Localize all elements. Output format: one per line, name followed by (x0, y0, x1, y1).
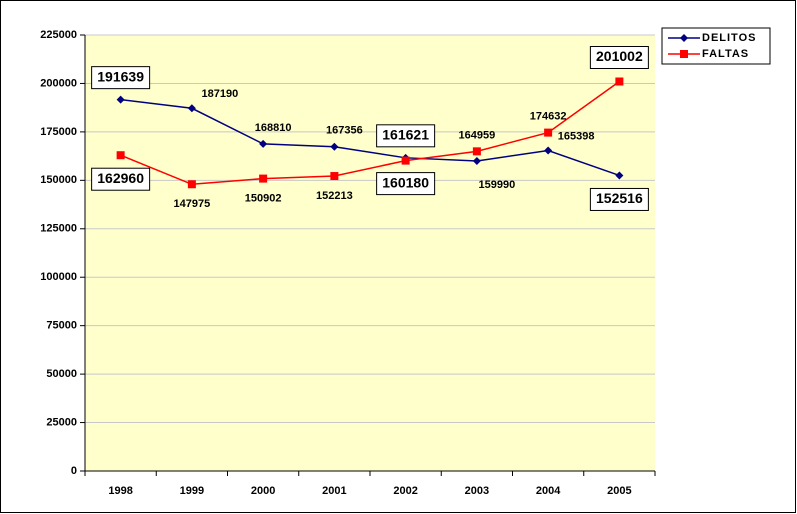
x-tick-label: 1998 (108, 485, 132, 497)
data-label: 152516 (596, 190, 643, 206)
x-tick-label: 2005 (607, 485, 631, 497)
data-label: 161621 (382, 127, 429, 143)
y-tick-label: 50000 (46, 368, 77, 380)
y-tick-label: 150000 (40, 174, 77, 186)
y-tick-label: 225000 (40, 29, 77, 41)
data-label: 160180 (382, 174, 429, 190)
data-label: 201002 (596, 48, 643, 64)
label-box (589, 46, 649, 70)
data-label: 152213 (316, 190, 353, 202)
marker (615, 77, 624, 86)
y-tick-label: 125000 (40, 223, 77, 235)
label-box (376, 172, 436, 196)
legend-marker (680, 34, 688, 42)
x-tick-label: 2002 (393, 485, 417, 497)
marker (259, 139, 268, 148)
marker (116, 95, 125, 104)
plot-area (85, 35, 655, 471)
y-tick-label: 175000 (40, 126, 77, 138)
marker (116, 151, 125, 160)
x-tick-label: 2000 (251, 485, 275, 497)
x-tick-label: 1999 (180, 485, 204, 497)
data-label: 159990 (479, 179, 516, 191)
x-tick-label: 2003 (465, 485, 489, 497)
marker (187, 104, 196, 113)
y-tick-label: 100000 (40, 271, 77, 283)
data-label: 147975 (174, 198, 211, 210)
label-box (91, 66, 151, 90)
marker (544, 128, 553, 137)
data-label: 191639 (97, 68, 144, 84)
marker (472, 156, 481, 165)
marker (544, 146, 553, 155)
label-box (91, 167, 151, 191)
marker (259, 174, 268, 183)
marker (615, 171, 624, 180)
data-label: 187190 (202, 88, 239, 100)
legend-label: FALTAS (702, 48, 749, 60)
data-label: 168810 (255, 122, 292, 134)
y-tick-label: 25000 (46, 416, 77, 428)
data-label: 165398 (558, 130, 595, 142)
label-box (589, 187, 649, 211)
data-label: 174632 (530, 111, 567, 123)
series-line (120, 98, 620, 177)
series-line (120, 80, 620, 186)
data-label: 167356 (326, 125, 363, 137)
marker (330, 142, 339, 151)
data-label: 150902 (245, 192, 282, 204)
legend-marker (680, 50, 688, 58)
marker (472, 147, 481, 156)
marker (330, 172, 339, 181)
y-tick-label: 0 (71, 465, 77, 477)
marker (187, 180, 196, 189)
x-tick-label: 2001 (322, 485, 346, 497)
marker (401, 156, 410, 165)
y-tick-label: 75000 (46, 320, 77, 332)
data-label: 162960 (97, 170, 144, 186)
y-tick-label: 200000 (40, 77, 77, 89)
label-box (376, 124, 436, 148)
x-tick-label: 2004 (536, 485, 561, 497)
data-label: 164959 (459, 129, 496, 141)
legend-label: DELITOS (702, 32, 756, 44)
